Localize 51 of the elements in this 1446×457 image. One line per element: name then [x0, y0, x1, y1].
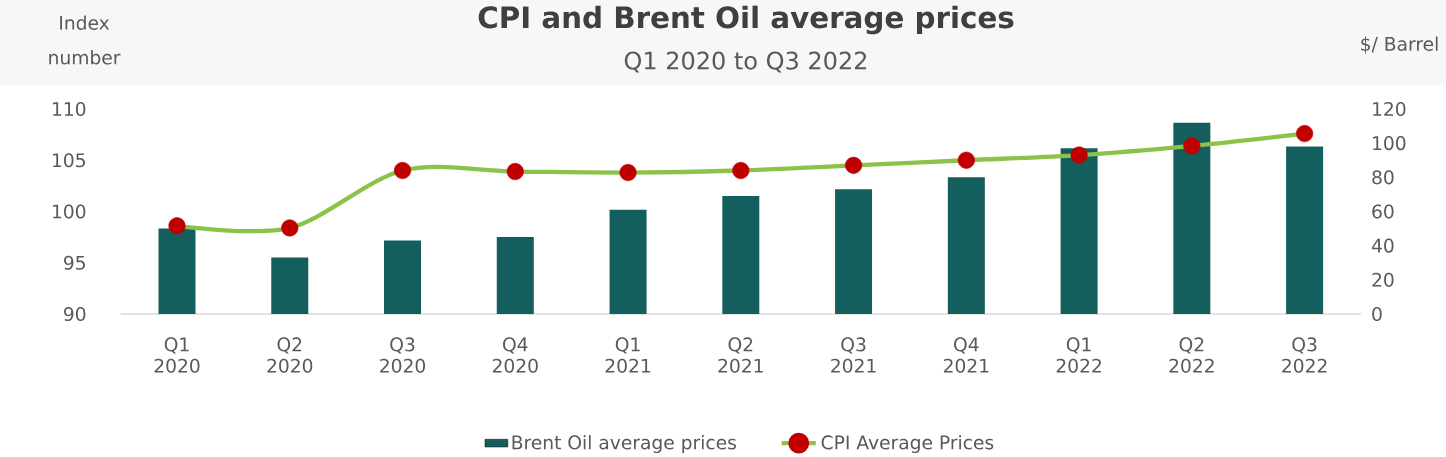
y-tick-label: 90: [64, 306, 86, 322]
y-tick-label: 95: [64, 255, 85, 270]
point: [1296, 125, 1314, 143]
point: [1183, 137, 1201, 155]
chart-subtitle: Q1 2020 to Q3 2022: [624, 51, 867, 73]
y2-axis-title: $/ Barrel: [1361, 36, 1438, 54]
x-tick-label: Q2 2022: [1169, 337, 1214, 373]
x-tick-label: Q4 2021: [943, 337, 989, 373]
y-tick-label: 110: [53, 101, 86, 117]
y2-tick-label: 0: [1372, 306, 1382, 322]
x-tick-label: Q1 2021: [605, 337, 651, 373]
bar: [835, 189, 873, 314]
y-tick-label: 100: [53, 204, 86, 219]
y2-tick-label: 100: [1373, 136, 1406, 151]
point: [168, 217, 186, 235]
point: [732, 161, 750, 180]
y2-tick-label: 80: [1372, 170, 1394, 185]
y2-tick-label: 120: [1373, 101, 1406, 117]
x-tick-label: Q1 2020: [154, 337, 200, 373]
y-axis-title: Index number: [49, 15, 121, 65]
bar: [1173, 122, 1211, 314]
bar: [271, 257, 309, 314]
x-tick-label: Q3 2021: [831, 337, 876, 373]
bar: [1060, 148, 1098, 314]
y2-tick-label: 40: [1371, 238, 1394, 253]
point: [845, 156, 863, 174]
chart-title: CPI and Brent Oil average prices: [478, 5, 1014, 35]
bar: [947, 177, 985, 314]
legend-label: Brent Oil average prices: [512, 435, 736, 454]
bar: [1286, 146, 1324, 314]
bar: [496, 237, 534, 314]
x-tick-label: Q1 2022: [1056, 337, 1101, 373]
x-tick-label: Q3 2020: [380, 337, 426, 373]
point: [393, 161, 412, 180]
x-tick-label: Q4 2020: [492, 337, 538, 373]
point: [957, 151, 975, 169]
point: [281, 219, 299, 237]
bar: [609, 209, 647, 314]
y2-tick-label: 60: [1372, 204, 1394, 219]
y2-tick-label: 20: [1372, 272, 1394, 287]
legend-label: CPI Average Prices: [821, 435, 994, 454]
y-tick-label: 105: [53, 153, 85, 168]
bar: [158, 228, 196, 314]
x-tick-label: Q3 2022: [1282, 337, 1327, 373]
x-tick-label: Q2 2020: [267, 337, 313, 373]
point: [1070, 146, 1088, 164]
point: [619, 164, 637, 182]
bar: [722, 196, 760, 314]
bar: [384, 240, 422, 314]
x-tick-label: Q2 2021: [718, 337, 763, 373]
point: [506, 162, 524, 181]
